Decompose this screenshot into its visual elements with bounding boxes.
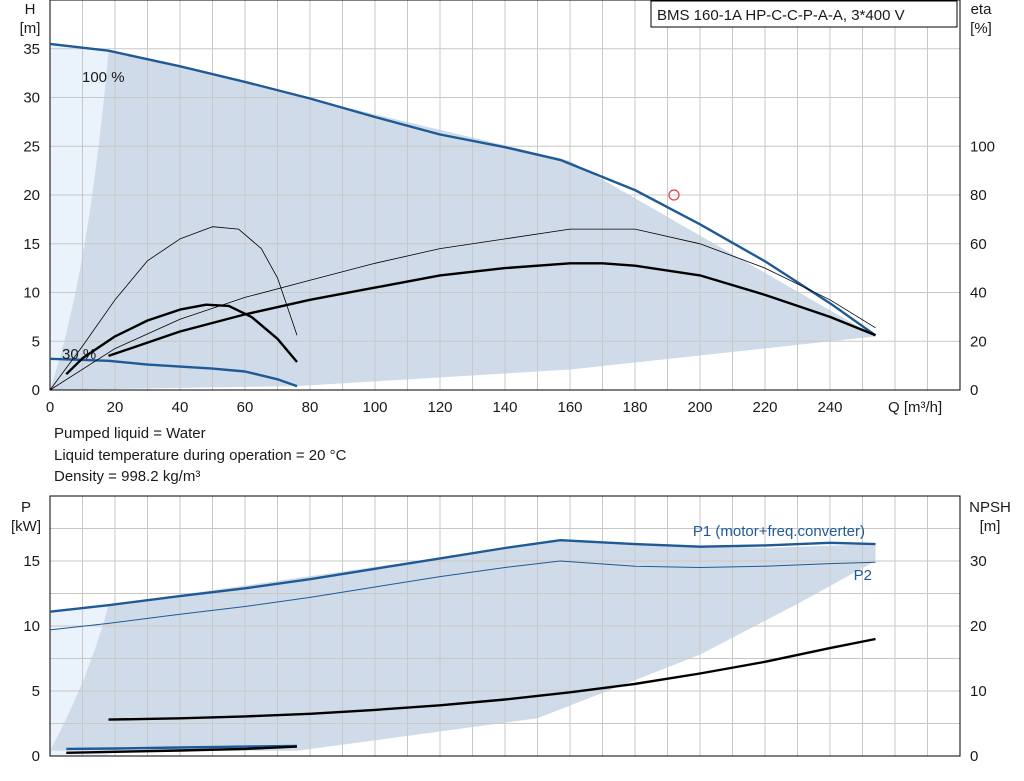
h-tick-label: 35: [23, 41, 40, 58]
x-tick-label: 200: [687, 399, 712, 416]
npsh-tick-label: 0: [970, 748, 978, 765]
top-series-curve-1: [49, 357, 298, 388]
x-tick-label: 180: [622, 399, 647, 416]
bottom-series-curve-3: [66, 744, 298, 751]
h-tick-label: 25: [23, 138, 40, 155]
x-tick-label: 140: [492, 399, 517, 416]
p-tick-label: 10: [23, 618, 40, 635]
p-tick-label: 5: [32, 683, 40, 700]
eta-axis-label-line-1: [%]: [970, 20, 992, 37]
eta-axis-label-line-0: eta: [971, 1, 993, 18]
bottom-series-curve-2: [108, 637, 876, 721]
liquid-temperature-text: Liquid temperature during operation = 20…: [54, 447, 347, 464]
x-tick-label: 40: [172, 399, 189, 416]
h-tick-label: 30: [23, 90, 40, 107]
x-tick-label: 80: [302, 399, 319, 416]
x-tick-label: 0: [46, 399, 54, 416]
curve-label-30: 30 %: [62, 346, 96, 363]
top-operating-area: [50, 43, 876, 390]
bottom-series-curve-1: [49, 560, 876, 631]
top-series-curve-4: [49, 228, 876, 391]
duty-point-marker: [668, 189, 680, 201]
x-tick-label: 240: [817, 399, 842, 416]
h-tick-label: 15: [23, 236, 40, 253]
x-tick-label: 20: [107, 399, 124, 416]
h-tick-label: 20: [23, 187, 40, 204]
h-tick-label: 0: [32, 382, 40, 399]
top-series-curve-2: [108, 262, 876, 358]
npsh-axis-label-line-1: [m]: [980, 518, 1001, 535]
bottom-operating-area: [50, 540, 876, 751]
top-series-curve-5: [49, 226, 298, 391]
npsh-tick-label: 10: [970, 683, 987, 700]
p-axis-label-line-0: P: [21, 499, 31, 516]
q-axis-label: Q [m³/h]: [888, 399, 942, 416]
model-box: [650, 0, 958, 28]
top-series-curve-3: [65, 303, 298, 376]
h-tick-label: 10: [23, 285, 40, 302]
eta-tick-label: 100: [970, 138, 995, 155]
npsh-tick-label: 20: [970, 618, 987, 635]
p-tick-label: 15: [23, 553, 40, 570]
h-axis-label-line-0: H: [25, 1, 36, 18]
eta-tick-label: 20: [970, 333, 987, 350]
x-tick-label: 100: [362, 399, 387, 416]
eta-tick-label: 60: [970, 236, 987, 253]
model-box-text: BMS 160-1A HP-C-C-P-A-A, 3*400 V: [657, 7, 905, 24]
h-axis-label-line-1: [m]: [20, 20, 41, 37]
top-series-curve-0: [49, 42, 877, 337]
p-axis-label-line-1: [kW]: [11, 518, 41, 535]
curve-label-100: 100 %: [82, 69, 125, 86]
h-tick-label: 5: [32, 333, 40, 350]
density-text: Density = 998.2 kg/m³: [54, 468, 201, 485]
x-tick-label: 160: [557, 399, 582, 416]
top-plot-frame: [49, 0, 961, 391]
bottom-series-curve-4: [66, 745, 298, 754]
legend-p2: P2: [854, 567, 872, 584]
bottom-plot-frame: [49, 495, 961, 757]
bottom-series-curve-0: [49, 539, 876, 613]
x-tick-label: 120: [427, 399, 452, 416]
legend-p1: P1 (motor+freq.converter): [693, 523, 865, 540]
npsh-axis-label-line-0: NPSH: [969, 499, 1011, 516]
eta-tick-label: 40: [970, 285, 987, 302]
pumped-liquid-text: Pumped liquid = Water: [54, 425, 206, 442]
x-tick-label: 220: [752, 399, 777, 416]
eta-tick-label: 0: [970, 382, 978, 399]
p-tick-label: 0: [32, 748, 40, 765]
npsh-tick-label: 30: [970, 553, 987, 570]
x-tick-label: 60: [237, 399, 254, 416]
eta-tick-label: 80: [970, 187, 987, 204]
